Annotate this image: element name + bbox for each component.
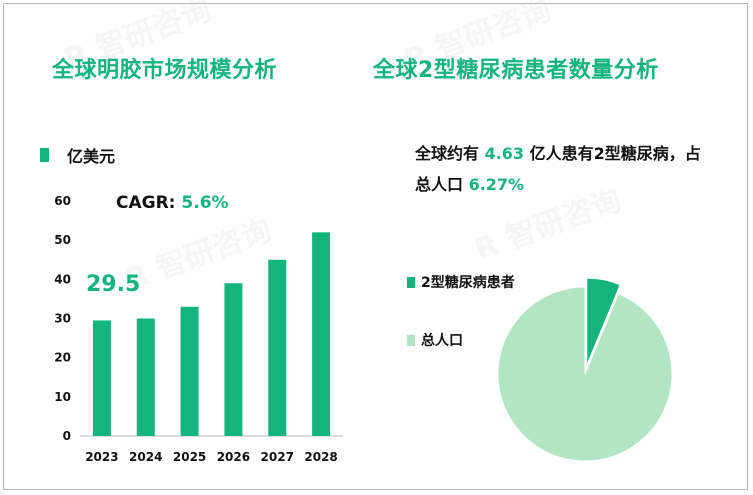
bar-legend-swatch (40, 148, 49, 162)
x-tick-label: 2025 (173, 450, 206, 464)
cagr-annotation: CAGR: 5.6% (116, 193, 229, 213)
right-panel-title: 全球2型糖尿病患者数量分析 (373, 58, 659, 83)
pie-slice (497, 286, 673, 462)
x-tick-label: 2026 (217, 450, 250, 464)
y-tick-label: 10 (54, 390, 71, 404)
first-bar-value-label: 29.5 (86, 272, 141, 297)
y-tick-label: 0 (63, 429, 71, 443)
bar-legend: 亿美元 (40, 143, 115, 167)
cagr-label: CAGR: (116, 193, 182, 213)
cagr-value: 5.6% (181, 193, 229, 213)
summary-highlight: 4.63 (484, 144, 525, 163)
y-tick-label: 40 (54, 272, 71, 286)
summary-part: 全球约有 (415, 144, 485, 163)
y-tick-label: 60 (54, 194, 71, 208)
bar (92, 320, 111, 436)
pie-legend-swatch (407, 334, 415, 346)
bar (136, 318, 155, 436)
y-tick-label: 30 (54, 312, 71, 326)
left-panel-title: 全球明胶市场规模分析 (52, 58, 278, 83)
y-tick-label: 20 (54, 351, 71, 365)
x-tick-label: 2024 (129, 450, 162, 464)
bar (312, 232, 331, 436)
pie-legend-label: 2型糖尿病患者 (421, 275, 515, 291)
pie-slice (586, 277, 621, 366)
pie-legend-item-population: 总人口 (407, 330, 463, 350)
pie-legend-item-patients: 2型糖尿病患者 (407, 272, 515, 292)
y-tick-label: 50 (54, 233, 71, 247)
bar (268, 259, 287, 436)
bar (180, 306, 199, 436)
summary-highlight: 6.27% (468, 175, 525, 194)
x-tick-label: 2028 (304, 450, 337, 464)
pie-legend-label: 总人口 (421, 333, 463, 349)
pie-summary-text: 全球约有 4.63 亿人患有2型糖尿病，占总人口 6.27% (415, 138, 715, 200)
bar (224, 283, 243, 436)
summary-part: 亿人患有2型糖尿病，占总人口 (415, 144, 701, 194)
pie-legend-swatch (407, 276, 415, 288)
x-tick-label: 2023 (85, 450, 118, 464)
x-tick-label: 2027 (261, 450, 294, 464)
bar-legend-label: 亿美元 (67, 147, 116, 166)
